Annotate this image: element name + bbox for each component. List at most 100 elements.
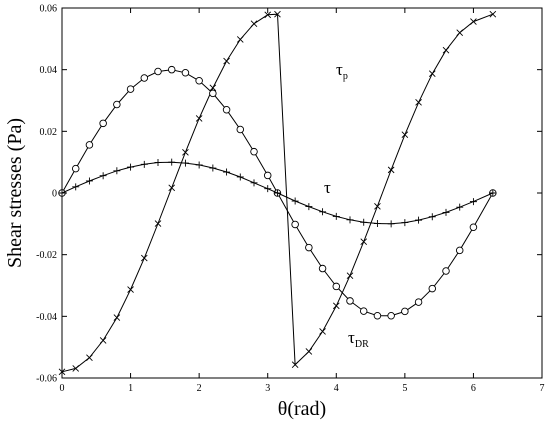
data-point-circle bbox=[222, 105, 231, 114]
data-point-circle bbox=[414, 298, 423, 306]
series-label-subscript: p bbox=[343, 71, 348, 82]
x-tick-label: 4 bbox=[334, 383, 339, 394]
x-tick-label: 7 bbox=[540, 383, 545, 394]
data-point-x bbox=[264, 11, 272, 19]
data-point-x bbox=[274, 10, 281, 18]
data-point-circle bbox=[209, 89, 217, 98]
series-2 bbox=[58, 65, 497, 320]
data-point-x bbox=[250, 20, 258, 28]
data-point-circle bbox=[346, 297, 354, 305]
data-point-circle bbox=[181, 68, 190, 77]
series-3 bbox=[58, 158, 497, 228]
data-point-circle bbox=[359, 307, 368, 315]
series-label-subscript: DR bbox=[355, 339, 369, 350]
data-point-plus bbox=[264, 185, 272, 193]
data-point-x bbox=[72, 365, 80, 372]
data-point-x bbox=[456, 29, 464, 36]
data-point-plus bbox=[273, 189, 281, 197]
data-point-x bbox=[236, 36, 244, 43]
data-point-x bbox=[415, 99, 422, 106]
axis-ticks: 0 1 2 3 4 5 6 7 -0.06 -0.04 -0.02 0 0.02 0.04 0.06 bbox=[36, 4, 544, 395]
data-point-plus bbox=[373, 220, 381, 228]
data-point-plus bbox=[360, 218, 368, 226]
x-tick-label: 5 bbox=[402, 383, 407, 394]
data-point-x bbox=[182, 148, 189, 156]
series-line bbox=[61, 13, 493, 373]
data-point-circle bbox=[71, 164, 80, 173]
data-point-x bbox=[401, 131, 409, 139]
data-point-plus bbox=[346, 216, 354, 224]
data-point-circle bbox=[455, 246, 464, 255]
y-tick-label: 0.02 bbox=[40, 127, 58, 138]
data-point-circle bbox=[250, 147, 258, 156]
data-point-plus bbox=[209, 164, 217, 172]
data-point-plus bbox=[181, 159, 189, 167]
y-axis-title: Shear stresses (Pa) bbox=[4, 118, 26, 268]
data-point-plus bbox=[72, 183, 80, 191]
data-point-x bbox=[209, 84, 217, 92]
data-point-plus bbox=[58, 189, 66, 197]
y-tick-label: -0.06 bbox=[36, 374, 57, 385]
x-tick-label: 1 bbox=[128, 383, 133, 394]
data-point-circle bbox=[85, 141, 94, 149]
x-axis-title: θ(rad) bbox=[278, 398, 326, 420]
data-point-x bbox=[127, 286, 134, 293]
data-point-circle bbox=[140, 74, 149, 82]
data-point-plus bbox=[332, 212, 340, 220]
data-point-x bbox=[291, 361, 299, 369]
data-point-plus bbox=[113, 167, 121, 175]
data-point-plus bbox=[387, 220, 395, 228]
data-point-x bbox=[140, 254, 148, 262]
data-point-circle bbox=[99, 119, 107, 128]
data-point-circle bbox=[469, 223, 478, 231]
y-tick-label: 0.04 bbox=[40, 65, 58, 76]
data-point-plus bbox=[305, 203, 313, 211]
data-point-circle bbox=[263, 171, 272, 180]
x-tick-label: 2 bbox=[197, 383, 202, 394]
data-point-x bbox=[470, 18, 477, 25]
data-point-circle bbox=[442, 267, 450, 275]
x-tick-label: 3 bbox=[265, 383, 270, 394]
data-point-x bbox=[99, 337, 107, 344]
plot-frame bbox=[61, 7, 543, 379]
data-point-circle bbox=[167, 65, 176, 74]
data-point-plus bbox=[154, 158, 162, 166]
data-point-plus bbox=[291, 197, 299, 205]
y-tick-label: -0.02 bbox=[36, 250, 57, 261]
series-label-3: τ bbox=[324, 178, 331, 197]
series-layer bbox=[58, 10, 497, 376]
data-point-circle bbox=[428, 284, 437, 293]
data-point-plus bbox=[140, 160, 148, 168]
data-point-plus bbox=[442, 208, 450, 216]
y-tick-label: 0.06 bbox=[40, 4, 58, 15]
data-point-x bbox=[86, 354, 93, 361]
data-point-plus bbox=[456, 203, 464, 211]
data-point-x bbox=[387, 166, 395, 174]
y-tick-label: 0 bbox=[52, 189, 57, 200]
data-point-plus bbox=[223, 168, 231, 176]
data-point-plus bbox=[401, 219, 409, 227]
data-point-plus bbox=[236, 173, 244, 181]
data-point-circle bbox=[373, 311, 382, 320]
data-point-plus bbox=[99, 172, 107, 180]
data-point-circle bbox=[195, 77, 203, 85]
data-point-circle bbox=[401, 307, 409, 316]
series-labels: τp τDR τ bbox=[324, 60, 369, 350]
data-point-plus bbox=[85, 177, 93, 185]
data-point-plus bbox=[428, 213, 436, 221]
data-point-circle bbox=[113, 100, 121, 109]
data-point-x bbox=[113, 314, 121, 321]
data-point-x bbox=[332, 302, 340, 310]
data-point-plus bbox=[195, 161, 203, 169]
data-point-x bbox=[442, 46, 450, 54]
data-point-x bbox=[168, 184, 176, 192]
data-point-circle bbox=[318, 264, 327, 273]
data-point-x bbox=[58, 368, 66, 376]
data-point-circle bbox=[387, 311, 395, 320]
data-point-plus bbox=[168, 158, 176, 166]
data-point-x bbox=[195, 115, 203, 122]
data-point-circle bbox=[126, 85, 135, 93]
y-tick-label: -0.04 bbox=[36, 312, 57, 323]
data-point-circle bbox=[291, 220, 299, 229]
data-point-plus bbox=[489, 189, 497, 197]
